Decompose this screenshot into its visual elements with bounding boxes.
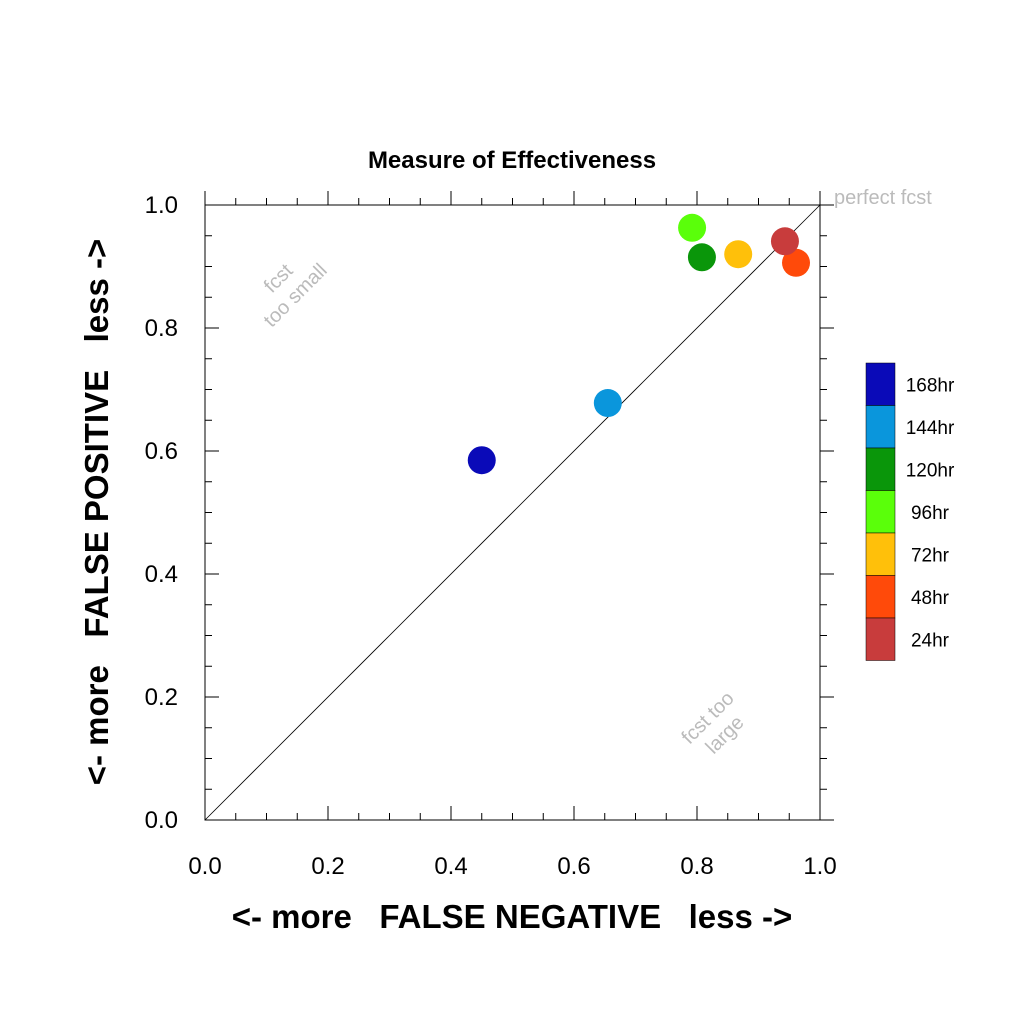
- x-tick-label: 0.2: [311, 853, 344, 880]
- legend-label-120hr: 120hr: [906, 460, 955, 481]
- legend-swatch-24hr: [865, 617, 896, 661]
- annotation-fcst-too-large: fcst too large: [678, 688, 749, 759]
- x-axis-label: <- more FALSE NEGATIVE less ->: [232, 898, 793, 935]
- legend: 168hr 144hr 120hr 96hr 72hr 48hr 24hr: [865, 362, 955, 661]
- x-tick-label: 0.4: [434, 853, 467, 880]
- chart-title: Measure of Effectiveness: [368, 147, 656, 174]
- legend-label-48hr: 48hr: [911, 588, 950, 609]
- reference-diagonal: [204, 204, 821, 821]
- x-tick-label: 0.8: [680, 853, 713, 880]
- annotation-perfect-fcst: perfect fcst: [834, 187, 932, 209]
- y-axis-label: <- more FALSE POSITIVE less ->: [78, 239, 115, 786]
- legend-swatch-120hr: [865, 447, 896, 491]
- legend-label-72hr: 72hr: [911, 545, 950, 566]
- y-tick-label: 0.8: [145, 315, 178, 342]
- point-72hr: [724, 240, 753, 269]
- legend-swatch-48hr: [865, 575, 896, 619]
- point-96hr: [678, 213, 707, 242]
- legend-swatch-144hr: [865, 405, 896, 449]
- y-tick-label: 1.0: [145, 192, 178, 219]
- legend-swatch-96hr: [865, 490, 896, 534]
- annotation-fcst-too-small: fcst too small: [260, 260, 332, 332]
- legend-label-168hr: 168hr: [906, 375, 955, 396]
- axis-tick-labels: 0.0 0.2 0.4 0.6 0.8 1.0 0.0 0.2 0.4 0.6 0.8 1.0: [145, 192, 837, 880]
- point-120hr: [687, 243, 716, 272]
- point-168hr: [467, 446, 496, 475]
- x-tick-label: 0.6: [557, 853, 590, 880]
- data-points: [467, 213, 811, 475]
- point-48hr: [782, 248, 811, 277]
- x-tick-label: 1.0: [803, 853, 836, 880]
- y-tick-label: 0.4: [145, 561, 178, 588]
- y-tick-label: 0.2: [145, 684, 178, 711]
- y-tick-label: 0.6: [145, 438, 178, 465]
- y-tick-label: 0.0: [145, 807, 178, 834]
- point-24hr: [770, 227, 799, 256]
- legend-label-96hr: 96hr: [911, 503, 950, 524]
- axis-ticks: [204, 191, 834, 821]
- point-144hr: [593, 389, 622, 418]
- legend-label-144hr: 144hr: [906, 418, 955, 439]
- x-tick-label: 0.0: [188, 853, 221, 880]
- legend-label-24hr: 24hr: [911, 630, 950, 651]
- legend-swatch-168hr: [865, 362, 896, 406]
- legend-swatch-72hr: [865, 532, 896, 576]
